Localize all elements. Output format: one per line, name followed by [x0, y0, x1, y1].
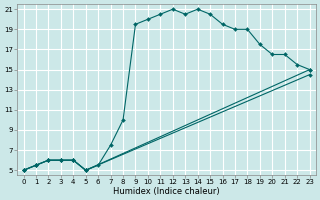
- X-axis label: Humidex (Indice chaleur): Humidex (Indice chaleur): [113, 187, 220, 196]
